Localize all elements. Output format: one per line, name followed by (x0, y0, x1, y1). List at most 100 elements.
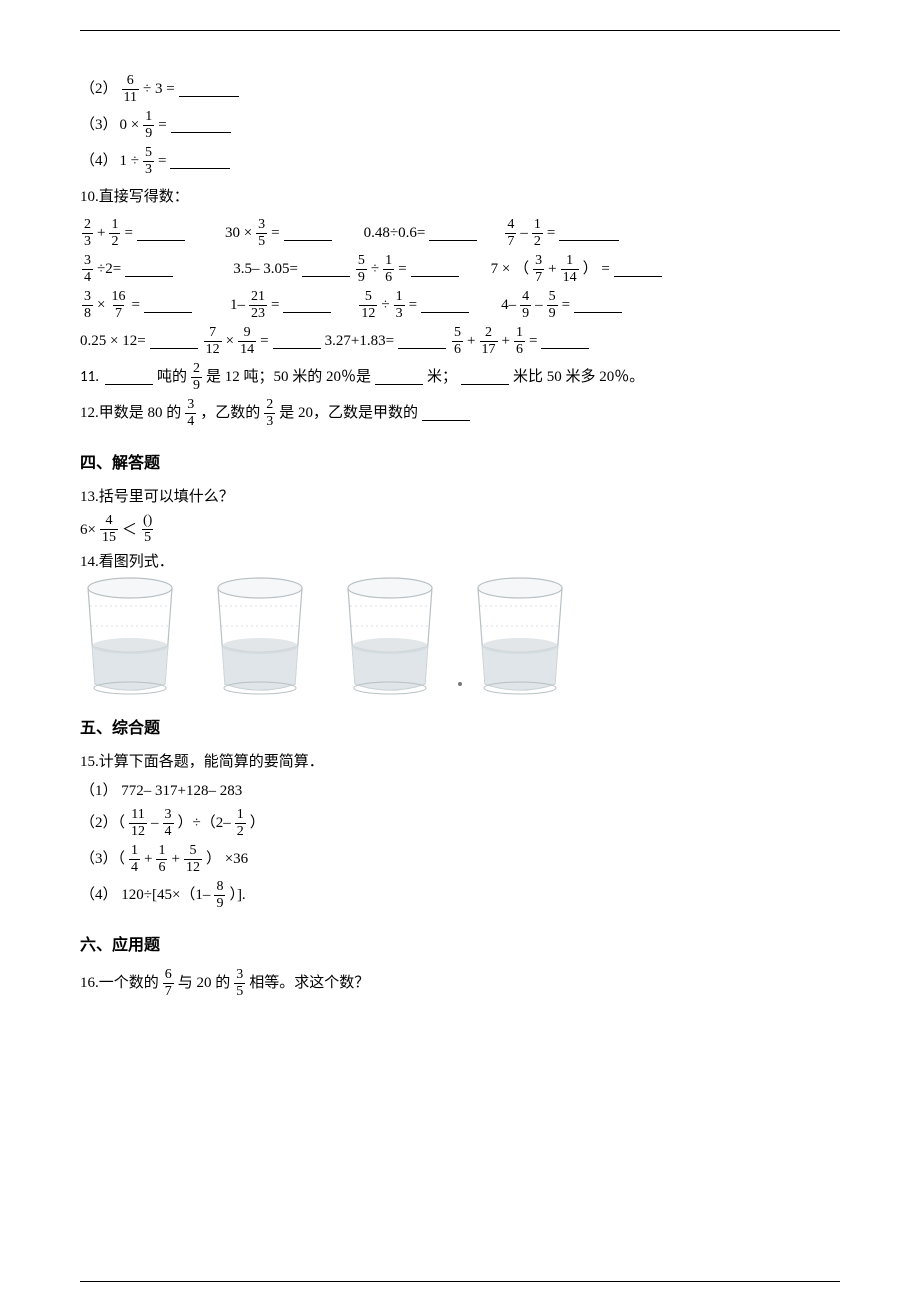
text: ÷ (371, 251, 379, 287)
frac-numerator: 1 (514, 326, 525, 341)
q15-i2: （2）（ 1112 – 34 ）÷（2– 12 ） (80, 805, 840, 841)
blank[interactable] (422, 406, 470, 421)
frac-denominator: 12 (204, 341, 222, 357)
blank[interactable] (429, 226, 477, 241)
blank[interactable] (559, 226, 619, 241)
fraction: 23 (264, 398, 275, 429)
text: × (226, 323, 234, 359)
fraction: 611 (122, 74, 139, 105)
text: = (260, 323, 268, 359)
blank[interactable] (170, 154, 230, 169)
frac-numerator: 1 (383, 254, 394, 269)
fraction: 53 (143, 146, 154, 177)
text: = (409, 287, 417, 323)
section-heading-5: 五、综合题 (80, 714, 840, 738)
text: 是 20，乙数是甲数的 (279, 395, 418, 431)
section-heading-4: 四、解答题 (80, 449, 840, 473)
text: ÷2= (97, 251, 121, 287)
blank[interactable] (411, 262, 459, 277)
text: 相等。求这个数？ (249, 965, 369, 1001)
text: 12.甲数是 80 的 (80, 395, 181, 431)
label: （4） (80, 143, 118, 179)
fraction: 59 (547, 290, 558, 321)
text: = (398, 251, 406, 287)
blank[interactable] (461, 370, 509, 385)
text: – (520, 215, 528, 251)
blank[interactable] (105, 370, 153, 385)
frac-numerator: 8 (214, 880, 225, 895)
frac-numerator: 6 (125, 74, 136, 89)
fraction: 415 (100, 514, 118, 545)
fraction: 35 (256, 218, 267, 249)
text: 是 12 吨；50 米的 20％是 (206, 359, 371, 395)
frac-denominator: 6 (452, 341, 463, 357)
fraction: ()5 (141, 514, 154, 545)
q-number: 11. (80, 359, 99, 395)
blank[interactable] (284, 226, 332, 241)
fraction: 89 (214, 880, 225, 911)
blank[interactable] (398, 334, 446, 349)
fraction: 29 (191, 362, 202, 393)
cup-icon (340, 576, 440, 696)
blank[interactable] (137, 226, 185, 241)
fraction: 114 (561, 254, 579, 285)
frac-denominator: 9 (191, 377, 202, 393)
blank[interactable] (375, 370, 423, 385)
q9-item3: （3） 0 × 19 = (80, 107, 840, 143)
cup-icon (470, 576, 570, 696)
frac-numerator: 1 (394, 290, 405, 305)
fraction: 38 (82, 290, 93, 321)
text: 1 ÷ (120, 143, 139, 179)
frac-numerator: 5 (187, 844, 198, 859)
q13-expr: 6× 415 ＜ ()5 (80, 512, 840, 548)
less-than: ＜ (122, 512, 137, 548)
text: 30 × (225, 215, 252, 251)
q12: 12.甲数是 80 的 34 ，乙数的 23 是 20，乙数是甲数的 (80, 395, 840, 431)
blank[interactable] (541, 334, 589, 349)
blank[interactable] (273, 334, 321, 349)
blank[interactable] (125, 262, 173, 277)
frac-numerator: 3 (256, 218, 267, 233)
frac-denominator: 3 (82, 233, 93, 249)
q14-prompt: 14.看图列式． (80, 548, 840, 577)
fraction: 67 (163, 968, 174, 999)
frac-numerator: 5 (452, 326, 463, 341)
text: 4– (501, 287, 516, 323)
text: = (562, 287, 570, 323)
text: ）]. (229, 877, 245, 913)
bottom-rule (80, 1281, 840, 1282)
text: （3）（ (80, 841, 125, 877)
blank[interactable] (144, 298, 192, 313)
fraction: 16 (514, 326, 525, 357)
frac-numerator: 1 (109, 218, 120, 233)
blank[interactable] (302, 262, 350, 277)
fraction: 16 (156, 844, 167, 875)
frac-denominator: 4 (163, 823, 174, 839)
section-heading-6: 六、应用题 (80, 931, 840, 955)
text: 3.27+1.83= (325, 323, 394, 359)
blank[interactable] (421, 298, 469, 313)
frac-numerator: 2 (483, 326, 494, 341)
frac-numerator: 3 (163, 808, 174, 823)
fraction: 49 (520, 290, 531, 321)
frac-numerator: 2 (191, 362, 202, 377)
blank[interactable] (614, 262, 662, 277)
fraction: 512 (359, 290, 377, 321)
text: 16.一个数的 (80, 965, 159, 1001)
q14-cups (80, 576, 840, 696)
q15-i4: （4） 120÷[45×（1– 89 ）]. (80, 877, 840, 913)
fraction: 35 (234, 968, 245, 999)
blank[interactable] (283, 298, 331, 313)
frac-denominator: 2 (235, 823, 246, 839)
frac-denominator: 6 (514, 341, 525, 357)
text: + (97, 215, 105, 251)
text: ） ×36 (206, 841, 248, 877)
page: （2） 611 ÷ 3 = （3） 0 × 19 = （4） 1 ÷ 53 = … (0, 0, 920, 1302)
fraction: 914 (238, 326, 256, 357)
fraction: 13 (394, 290, 405, 321)
blank[interactable] (171, 118, 231, 133)
blank[interactable] (150, 334, 198, 349)
blank[interactable] (574, 298, 622, 313)
blank[interactable] (179, 82, 239, 97)
text: 吨的 (157, 359, 187, 395)
